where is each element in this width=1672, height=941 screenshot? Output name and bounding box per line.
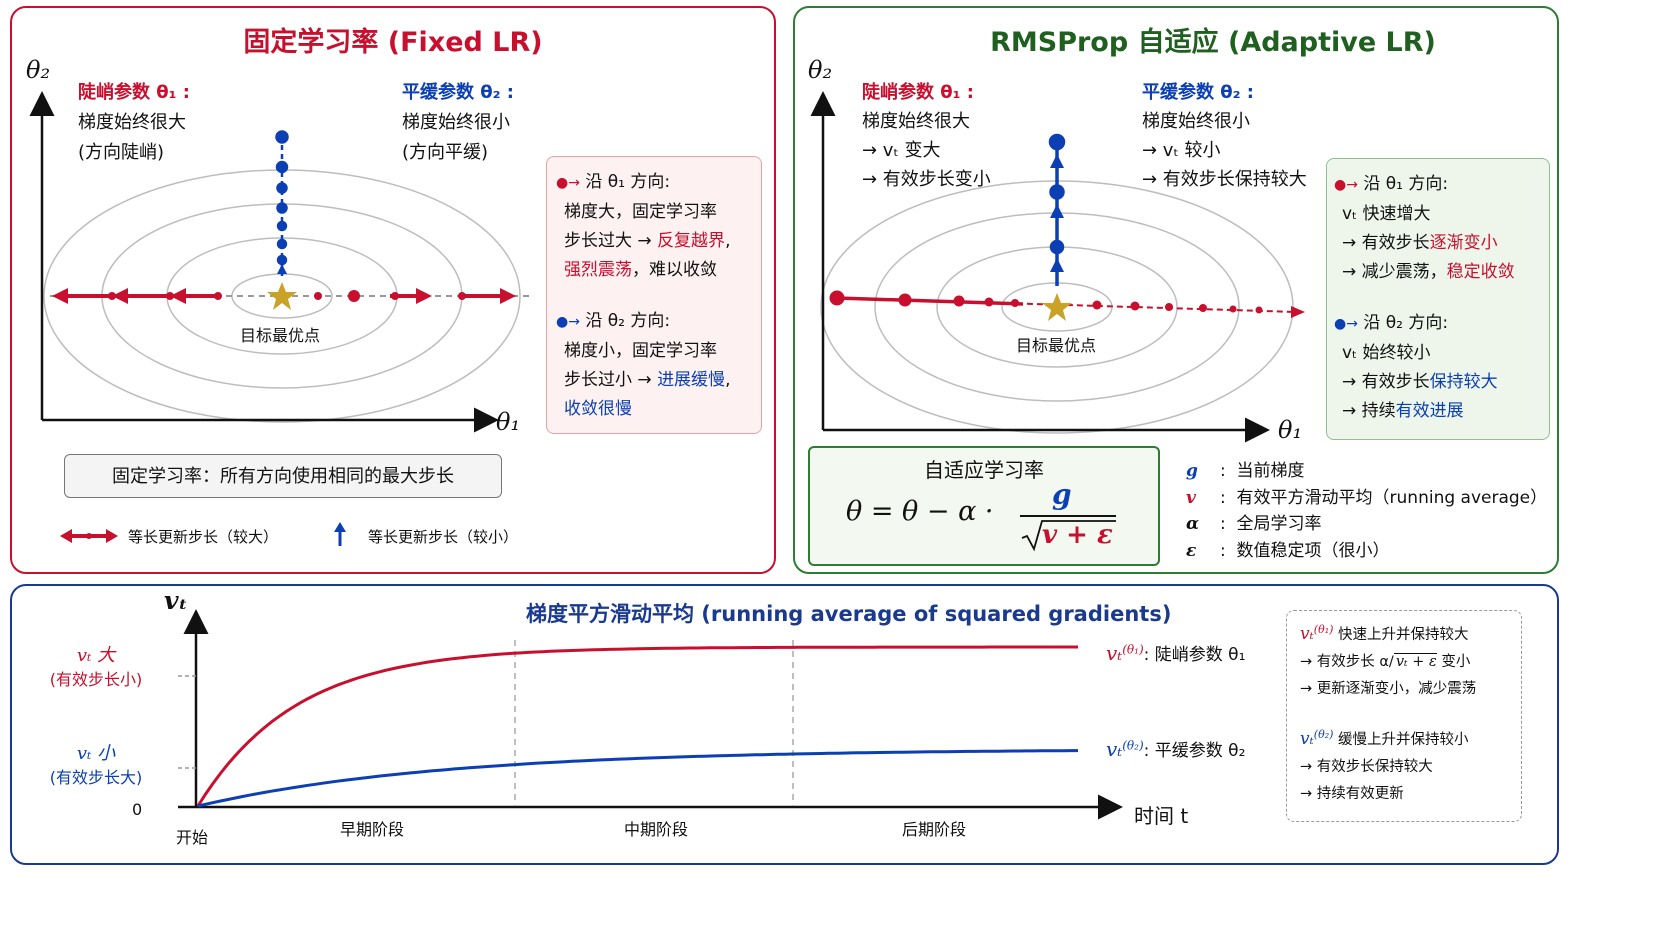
vt-origin: 0	[132, 800, 143, 819]
vt-x-axis-label: 时间 t	[1134, 804, 1189, 828]
fixed-box1-l2: 步长过大 → 反复越界,	[564, 231, 731, 251]
adaptive-y-axis-label: θ₂	[808, 56, 833, 84]
adaptive-explain-box	[1326, 158, 1550, 440]
curve-label-theta1: vₜ(θ₁): 陡峭参数 θ₁	[1106, 641, 1246, 665]
adaptive-box1-head: ●→ 沿 θ₁ 方向:	[1334, 174, 1449, 194]
note-red-l2: → 更新逐渐变小，减少震荡	[1300, 680, 1477, 697]
fixed-box1-l3: 强烈震荡，难以收敛	[564, 260, 717, 280]
legend-v: v: 有效平方滑动平均（running average）	[1186, 487, 1548, 508]
adaptive-box2-l1: vₜ 始终较小	[1342, 343, 1431, 363]
fixed-y-axis-label: θ₂	[26, 56, 51, 84]
legend-g: g: 当前梯度	[1186, 461, 1305, 481]
fixed-legend-red: 等长更新步长（较大）	[128, 528, 279, 546]
adaptive-optimum-star	[1042, 293, 1072, 321]
fixed-x-axis-label: θ₁	[496, 408, 521, 436]
fixed-box2-l2: 步长过小 → 进展缓慢,	[564, 370, 731, 390]
note-red-head: vₜ(θ₁) 快速上升并保持较大	[1300, 623, 1469, 644]
fixed-red-steps	[52, 288, 516, 304]
vt-big-l2: (有效步长小)	[49, 670, 143, 689]
fixed-box2-l3: 收敛很慢	[564, 399, 632, 419]
vt-small-l1: vₜ 小	[76, 743, 116, 764]
fixed-summary: 固定学习率：所有方向使用相同的最大步长	[64, 454, 502, 498]
legend-alpha: α: 全局学习率	[1186, 514, 1322, 534]
adaptive-explain-text: ●→ 沿 θ₁ 方向: vₜ 快速增大 → 有效步长逐渐变小 → 减少震荡，稳定…	[1334, 170, 1515, 426]
fixed-legend-red-icon	[60, 529, 118, 543]
formula-fraction-bar	[1020, 515, 1116, 517]
formula-box	[808, 446, 1160, 566]
fixed-flat-note: 平缓参数 θ₂ : 梯度始终很小 (方向平缓)	[402, 78, 514, 168]
vt-small-l2: (有效步长大)	[49, 768, 143, 787]
adaptive-steep-note: 陡峭参数 θ₁ : 梯度始终很大 → vₜ 变大 → 有效步长变小	[862, 78, 991, 194]
adaptive-box2-l3: → 持续有效进展	[1342, 401, 1464, 421]
adaptive-steep-l3: → 有效步长变小	[862, 169, 991, 190]
fixed-explain-box	[546, 156, 762, 434]
fixed-box1-l1: 梯度大，固定学习率	[564, 202, 717, 222]
adaptive-steep-title: 陡峭参数 θ₁ :	[862, 82, 974, 103]
fixed-steep-note: 陡峭参数 θ₁ : 梯度始终很大 (方向陡峭)	[78, 78, 190, 168]
vt-small-label: vₜ 小 (有效步长大)	[30, 742, 162, 790]
fixed-legend-blue: 等长更新步长（较小）	[368, 528, 519, 546]
fixed-optimum-label: 目标最优点	[240, 326, 321, 345]
formula-title: 自适应学习率	[924, 458, 1044, 482]
adaptive-box1-l2: → 有效步长逐渐变小	[1342, 233, 1498, 253]
note-blue-head: vₜ(θ₂) 缓慢上升并保持较小	[1300, 727, 1469, 749]
fixed-flat-l2: (方向平缓)	[402, 142, 489, 163]
formula-denominator: v + ε	[1042, 520, 1113, 550]
fixed-optimum-star	[267, 282, 297, 310]
note-red-l1: → 有效步长 α/vₜ + ε 变小	[1300, 652, 1471, 670]
note-blue-l1: → 有效步长保持较大	[1300, 758, 1433, 775]
fixed-box1-head: ●→ 沿 θ₁ 方向:	[556, 172, 671, 192]
adaptive-flat-l2: → vₜ 较小	[1142, 140, 1221, 161]
adaptive-flat-title: 平缓参数 θ₂ :	[1142, 82, 1254, 103]
adaptive-steep-l1: 梯度始终很大	[862, 111, 970, 132]
formula-sqrt-sign	[1021, 520, 1116, 552]
fixed-flat-l1: 梯度始终很小	[402, 112, 510, 133]
bottom-title: 梯度平方滑动平均 (running average of squared gra…	[526, 602, 1172, 626]
fixed-box2-l1: 梯度小，固定学习率	[564, 341, 717, 361]
adaptive-optimum-label: 目标最优点	[1016, 336, 1097, 355]
fixed-box2-head: ●→ 沿 θ₂ 方向:	[556, 311, 671, 331]
fixed-steep-l2: (方向陡峭)	[78, 142, 165, 163]
x-tick-mid: 中期阶段	[624, 820, 689, 839]
adaptive-blue-steps	[1048, 133, 1066, 286]
adaptive-box2-head: ●→ 沿 θ₂ 方向:	[1334, 313, 1449, 333]
vt-note-text: vₜ(θ₁) 快速上升并保持较大 → 有效步长 α/vₜ + ε 变小 → 更新…	[1300, 616, 1476, 808]
adaptive-box1-l1: vₜ 快速增大	[1342, 204, 1431, 224]
formula-legend: g: 当前梯度 v: 有效平方滑动平均（running average） α: …	[1186, 458, 1547, 564]
adaptive-plot	[810, 91, 1305, 443]
vt-big-l1: vₜ 大	[76, 645, 116, 666]
fixed-steep-title: 陡峭参数 θ₁ :	[78, 82, 190, 103]
x-tick-start: 开始	[176, 828, 209, 847]
fixed-flat-title: 平缓参数 θ₂ :	[402, 82, 514, 103]
adaptive-title: RMSProp 自适应 (Adaptive LR)	[990, 27, 1436, 58]
fixed-blue-steps	[275, 130, 289, 276]
formula-numerator: g	[1052, 478, 1072, 511]
legend-epsilon: ε: 数值稳定项（很小）	[1186, 540, 1390, 561]
curve-label-theta2: vₜ(θ₂): 平缓参数 θ₂	[1106, 737, 1246, 761]
adaptive-box2-l2: → 有效步长保持较大	[1342, 372, 1498, 392]
adaptive-flat-l1: 梯度始终很小	[1142, 111, 1250, 132]
fixed-title: 固定学习率 (Fixed LR)	[243, 27, 543, 58]
vt-y-axis-label: vₜ	[164, 586, 188, 615]
adaptive-flat-note: 平缓参数 θ₂ : 梯度始终很小 → vₜ 较小 → 有效步长保持较大	[1142, 78, 1307, 194]
x-tick-early: 早期阶段	[340, 820, 405, 839]
note-blue-l2: → 持续有效更新	[1300, 785, 1404, 802]
curve-vt-theta2	[197, 749, 1078, 808]
fixed-legend-blue-icon	[334, 522, 346, 546]
x-tick-late: 后期阶段	[902, 820, 967, 839]
adaptive-steep-l2: → vₜ 变大	[862, 140, 941, 161]
fixed-explain-text: ●→ 沿 θ₁ 方向: 梯度大，固定学习率 步长过大 → 反复越界, 强烈震荡，…	[556, 168, 730, 424]
adaptive-box1-l3: → 减少震荡，稳定收敛	[1342, 262, 1515, 282]
formula-lhs: θ = θ − α ·	[846, 496, 994, 527]
vt-big-label: vₜ 大 (有效步长小)	[30, 644, 162, 692]
adaptive-flat-l3: → 有效步长保持较大	[1142, 169, 1307, 190]
adaptive-x-axis-label: θ₁	[1278, 416, 1303, 444]
vt-note-box	[1286, 610, 1522, 822]
fixed-plot	[29, 91, 532, 433]
vt-chart	[178, 609, 1123, 820]
curve-vt-theta1	[196, 645, 1078, 807]
fixed-steep-l1: 梯度始终很大	[78, 112, 186, 133]
